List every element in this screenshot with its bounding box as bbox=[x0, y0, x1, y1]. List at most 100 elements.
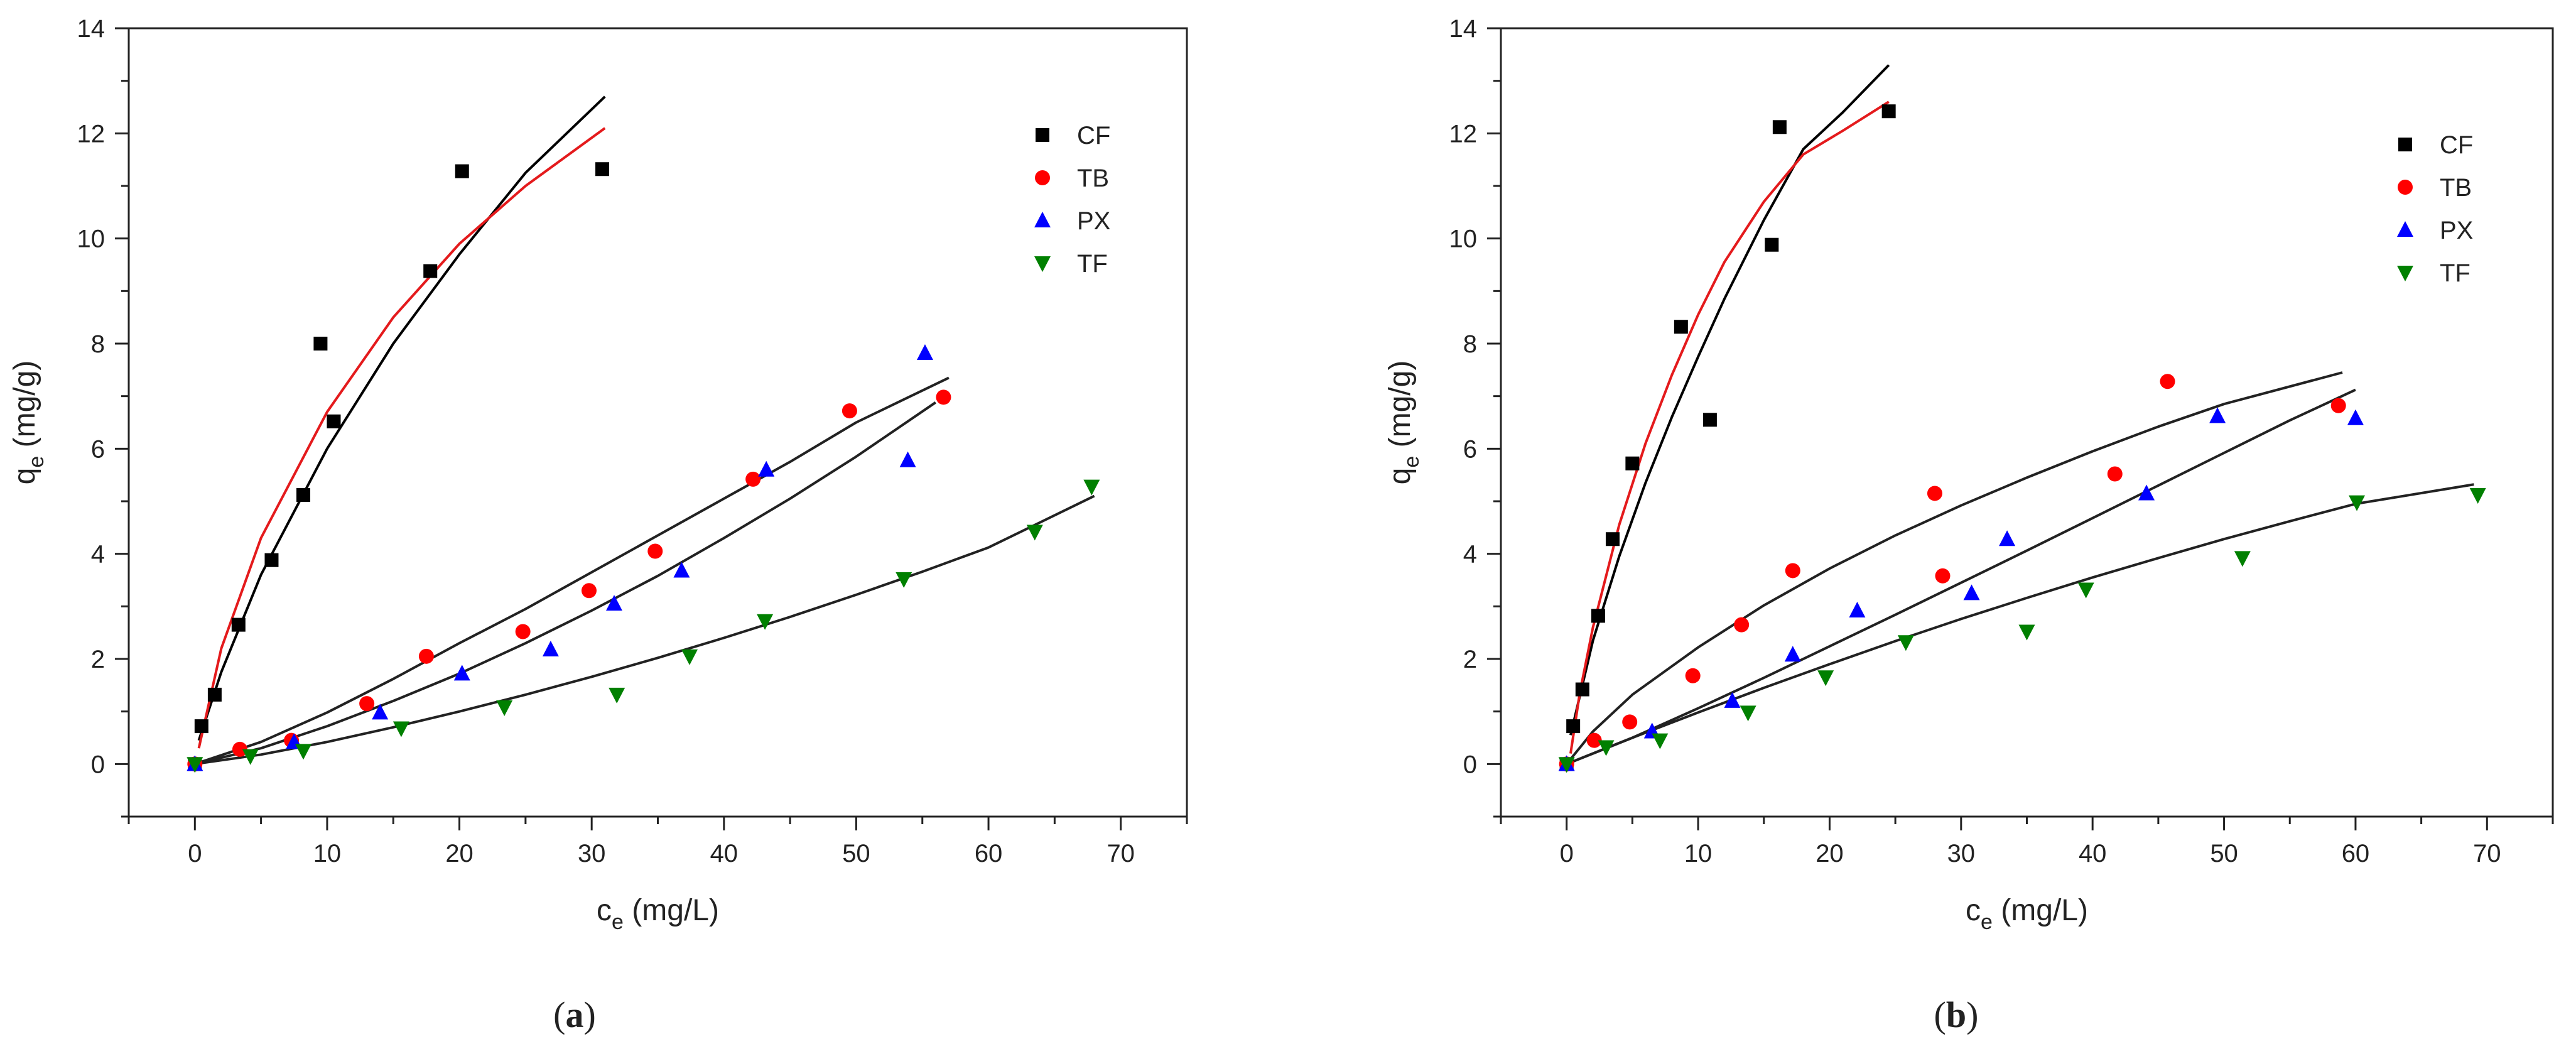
panel-a-cf-point-3 bbox=[231, 617, 246, 632]
panel-a-y-tick-label: 10 bbox=[77, 226, 106, 253]
panel-a-tf-fit-curve-0 bbox=[195, 494, 1095, 766]
panel-a-x-tick-label: 40 bbox=[710, 840, 739, 867]
panel-a-tb-point-6 bbox=[581, 583, 597, 599]
panel-b-tf-point-5 bbox=[1897, 635, 1914, 651]
panel-b-px-point-7 bbox=[2138, 484, 2155, 501]
panel-a-tf-point-9 bbox=[1026, 524, 1043, 541]
panel-b-cf-point-4 bbox=[1605, 532, 1620, 546]
panel-a-y-tick-label: 4 bbox=[91, 541, 105, 568]
panel-b-px-point-3 bbox=[1784, 646, 1801, 662]
panel-a-y-tick-label: 6 bbox=[91, 435, 105, 463]
panel-a-px-point-7 bbox=[758, 460, 775, 477]
panel-a-x-tick-label: 60 bbox=[975, 840, 1003, 867]
panel-b-tf-point-9 bbox=[2349, 495, 2366, 511]
panel-b-px-point-4 bbox=[1849, 602, 1866, 618]
panel-a-tb-point-8 bbox=[745, 471, 761, 487]
panel-b-y-axis-title: qe (mg/g) bbox=[1383, 361, 1424, 485]
panel-b-legend-tf-marker-point-0 bbox=[2397, 266, 2413, 281]
panel-a-tf-point-5 bbox=[609, 687, 625, 704]
panel-a-legend-tf-marker-point-0 bbox=[1034, 256, 1051, 272]
panel-a-y-tick-label: 8 bbox=[91, 330, 105, 358]
panel-b-tb-point-1 bbox=[1586, 732, 1602, 748]
panel-a-cf-point-7 bbox=[327, 414, 341, 428]
panel-a-tf-point-1 bbox=[242, 749, 259, 765]
panel-b-px-point-5 bbox=[1963, 584, 1980, 601]
panel-b-px-point-8 bbox=[2209, 407, 2226, 423]
panel-a-tb-point-10 bbox=[936, 389, 951, 405]
panel-b-y-tick-label: 8 bbox=[1463, 330, 1477, 358]
panel-b-tb-point-7 bbox=[1935, 568, 1951, 584]
panel-b-legend-cf-label: CF bbox=[2440, 131, 2473, 159]
panel-b-x-tick-label: 0 bbox=[1560, 840, 1574, 867]
panel-b-legend-px-label: PX bbox=[2440, 217, 2473, 244]
panel-b-x-tick-label: 60 bbox=[2342, 840, 2370, 867]
panel-b-cf-point-8 bbox=[1765, 237, 1779, 252]
panel-b-tf-point-10 bbox=[2469, 487, 2486, 504]
panel-a-px-point-3 bbox=[453, 665, 470, 681]
panel-a-x-tick-label: 20 bbox=[445, 840, 474, 867]
panel-a-tf-point-8 bbox=[896, 572, 912, 588]
panel-b-legend-cf-marker-point-0 bbox=[2398, 138, 2412, 151]
panel-b-tb-fit-curve-0 bbox=[1566, 371, 2343, 765]
panel-a-x-tick-label: 30 bbox=[578, 840, 606, 867]
panel-a-legend-tb-label: TB bbox=[1077, 165, 1109, 192]
panel-a-tb-point-3 bbox=[359, 696, 375, 712]
panel-b-tb-point-3 bbox=[1685, 668, 1701, 683]
panel-b-y-tick-label: 2 bbox=[1463, 646, 1477, 673]
panel-a-legend-tb-marker-point-0 bbox=[1035, 170, 1050, 185]
panel-a-cf-fit-curve-1 bbox=[197, 127, 606, 749]
panel-b-y-tick-label: 0 bbox=[1463, 751, 1477, 778]
panel-a-tf-point-4 bbox=[496, 700, 513, 716]
panel-a-x-tick-label: 0 bbox=[188, 840, 202, 867]
panel-a-cf-point-10 bbox=[595, 162, 610, 177]
panel-a-caption-label: (a) bbox=[553, 994, 596, 1035]
panel-b-cf-point-5 bbox=[1625, 456, 1640, 470]
panel-a-x-axis-title: ce (mg/L) bbox=[597, 894, 719, 934]
panel-b-y-tick-label: 4 bbox=[1463, 541, 1477, 568]
panel-a-legend-tf-label: TF bbox=[1077, 250, 1108, 278]
panel-b-tf-point-6 bbox=[2018, 624, 2035, 641]
panel-b-cf-point-6 bbox=[1674, 320, 1688, 334]
panel-a-legend-px-label: PX bbox=[1077, 207, 1110, 235]
panel-b-tb-point-2 bbox=[1622, 714, 1638, 730]
panel-b-legend-tf-label: TF bbox=[2440, 259, 2470, 287]
panel-a-tf-point-6 bbox=[681, 649, 698, 665]
panel-a-cf-point-9 bbox=[455, 164, 469, 178]
panel-a-legend-px-marker-point-0 bbox=[1034, 212, 1051, 227]
panel-a-tb-point-5 bbox=[515, 624, 531, 639]
panel-a-y-tick-label: 2 bbox=[91, 646, 105, 673]
panel-a-legend-cf-label: CF bbox=[1077, 122, 1110, 149]
panel-a-cf-point-4 bbox=[264, 553, 279, 567]
panel-a-tb-point-1 bbox=[232, 741, 247, 757]
panel-b-px-fit-curve-0 bbox=[1566, 388, 2356, 766]
panel-b-tb-point-10 bbox=[2330, 398, 2346, 413]
panel-b-x-tick-label: 50 bbox=[2210, 840, 2238, 867]
panel-b-tb-point-4 bbox=[1734, 617, 1750, 633]
panel-a-legend-cf-marker-point-0 bbox=[1036, 128, 1049, 142]
panel-b-plot-frame bbox=[1500, 27, 2554, 818]
panel-a-x-tick-label: 50 bbox=[842, 840, 870, 867]
panel-a-cf-point-5 bbox=[296, 487, 311, 502]
panel-a-px-point-5 bbox=[605, 595, 622, 611]
panel-a-tf-point-0 bbox=[187, 757, 203, 773]
panel-b-tb-point-6 bbox=[1927, 486, 1942, 501]
panel-b-tf-point-4 bbox=[1817, 670, 1834, 687]
panel-b-y-tick-label: 6 bbox=[1463, 435, 1477, 463]
panel-b-x-tick-label: 40 bbox=[2079, 840, 2107, 867]
panel-b-cf-point-9 bbox=[1772, 120, 1787, 134]
panel-b: 0 10 20 30 40 50 60 70 0 2 4 6 8 10 12 14 ce (mg/L) qe (m… bbox=[1383, 15, 2554, 1035]
panel-b-x-tick-label: 20 bbox=[1816, 840, 1844, 867]
panel-b-tf-point-8 bbox=[2234, 551, 2251, 567]
panel-a-px-point-4 bbox=[542, 640, 559, 656]
panel-a-cf-point-6 bbox=[313, 337, 328, 351]
panel-b-tf-point-1 bbox=[1598, 740, 1615, 756]
panel-b-y-tick-label: 14 bbox=[1449, 15, 1478, 43]
panel-a-tf-point-7 bbox=[757, 614, 774, 630]
panel-b-x-tick-label: 30 bbox=[1947, 840, 1976, 867]
panel-a-cf-point-2 bbox=[207, 687, 222, 702]
panel-b-px-point-2 bbox=[1724, 692, 1741, 708]
panel-b-tf-point-7 bbox=[2077, 582, 2094, 599]
panel-b-px-point-9 bbox=[2347, 409, 2364, 425]
panel-a-y-tick-label: 12 bbox=[77, 120, 106, 148]
